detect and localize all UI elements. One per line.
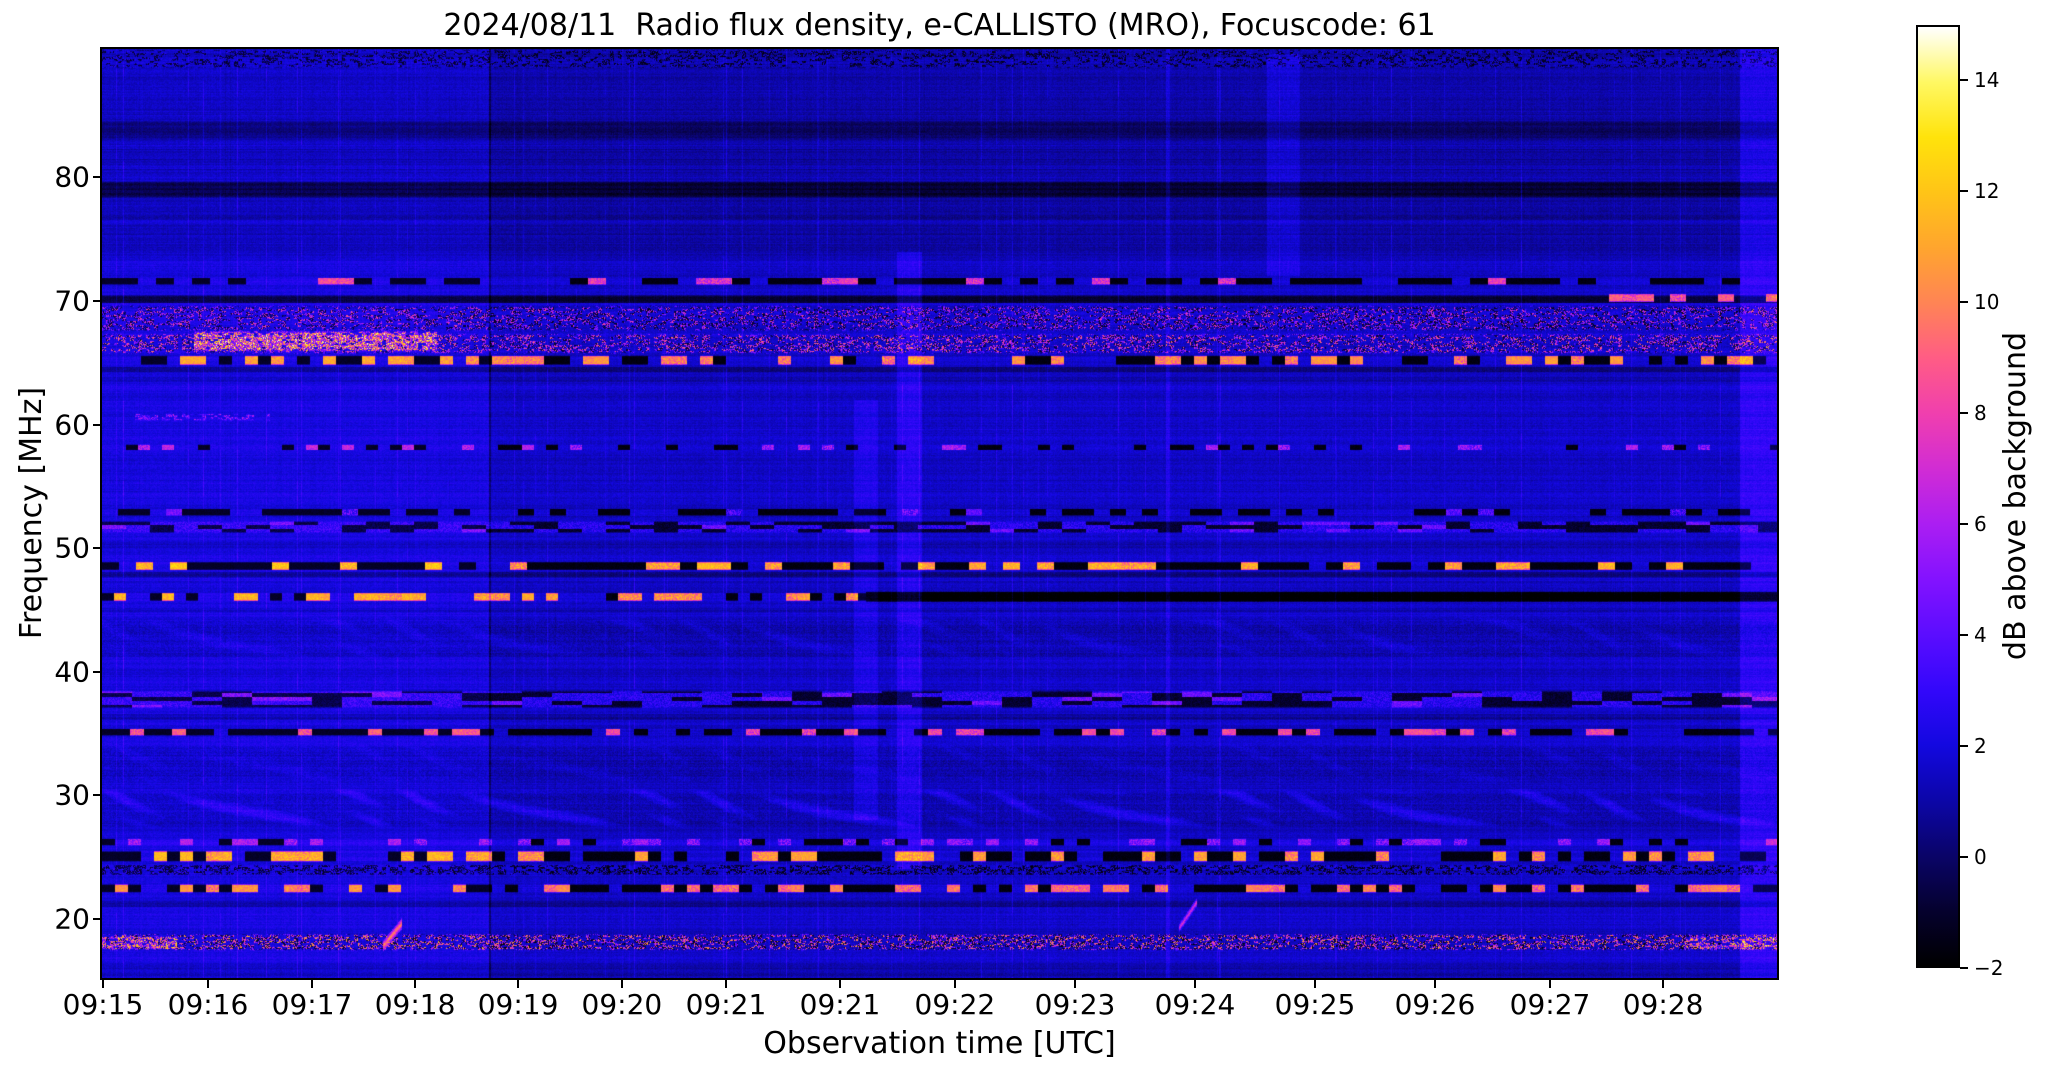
colorbar-tick-label-4: 4 [1974, 623, 1987, 648]
x-tick-mark [102, 979, 104, 988]
y-tick-mark [93, 300, 102, 303]
y-tick-mark [93, 670, 102, 673]
colorbar-tick-mark [1960, 412, 1968, 415]
x-tick-mark [1549, 979, 1552, 988]
x-tick-mark [311, 979, 314, 988]
y-tick-mark [93, 423, 102, 426]
colorbar-tick-label-12: 12 [1974, 179, 2000, 204]
x-tick-label-7: 09:21 [799, 988, 881, 1021]
x-tick-label-10: 09:24 [1154, 988, 1236, 1021]
colorbar-tick-mark [1960, 301, 1968, 304]
x-tick-mark [1193, 979, 1196, 988]
x-tick-mark [414, 979, 417, 988]
x-tick-mark [517, 979, 520, 988]
colorbar-tick-mark [1960, 523, 1968, 526]
colorbar-tick-label-8: 8 [1974, 401, 1987, 426]
y-tick-label-50: 50 [54, 531, 90, 565]
plot-frame [100, 47, 1779, 980]
colorbar-tick-label-6: 6 [1974, 512, 1987, 537]
x-axis-label: Observation time [UTC] [763, 1026, 1116, 1061]
x-tick-label-0: 09:15 [62, 988, 144, 1021]
y-tick-label-30: 30 [54, 778, 90, 812]
x-tick-mark [724, 979, 727, 988]
x-tick-label-8: 09:22 [914, 988, 996, 1021]
y-tick-label-70: 70 [54, 284, 90, 318]
x-tick-label-3: 09:18 [374, 988, 456, 1021]
colorbar-tick-label-10: 10 [1974, 290, 2000, 315]
colorbar-tick-label-14: 14 [1974, 68, 2000, 93]
y-tick-mark [93, 547, 102, 550]
colorbar-label: dB above background [1998, 331, 2033, 661]
y-tick-mark [93, 917, 102, 920]
colorbar-tick-label-−2: −2 [1974, 956, 2004, 980]
y-tick-label-40: 40 [54, 655, 90, 689]
x-tick-label-4: 09:19 [477, 988, 559, 1021]
x-tick-label-6: 09:21 [685, 988, 767, 1021]
x-tick-label-13: 09:27 [1509, 988, 1591, 1021]
y-tick-mark [93, 176, 102, 179]
y-axis-label: Frequency [MHz] [14, 386, 49, 640]
x-tick-label-12: 09:26 [1394, 988, 1476, 1021]
colorbar-tick-label-0: 0 [1974, 845, 1987, 870]
x-tick-mark [1662, 979, 1665, 988]
x-tick-mark [620, 979, 623, 988]
x-tick-label-9: 09:23 [1034, 988, 1116, 1021]
x-tick-mark [1314, 979, 1317, 988]
x-tick-mark [207, 979, 210, 988]
x-tick-label-2: 09:17 [271, 988, 353, 1021]
y-tick-label-60: 60 [54, 408, 90, 442]
colorbar-tick-mark [1960, 634, 1968, 637]
x-tick-label-14: 09:28 [1622, 988, 1704, 1021]
colorbar-tick-mark [1960, 79, 1968, 82]
y-tick-mark [93, 794, 102, 797]
y-tick-label-80: 80 [54, 160, 90, 194]
chart-title: 2024/08/11 Radio flux density, e-CALLIST… [443, 8, 1436, 43]
x-tick-label-1: 09:16 [167, 988, 249, 1021]
y-tick-label-20: 20 [54, 902, 90, 936]
colorbar [1916, 25, 1960, 968]
spectrogram-heatmap [102, 49, 1777, 978]
x-tick-mark [1433, 979, 1436, 988]
colorbar-tick-mark [1960, 856, 1968, 859]
colorbar-tick-mark [1960, 190, 1968, 193]
colorbar-tick-label-2: 2 [1974, 734, 1987, 759]
colorbar-tick-mark [1960, 745, 1968, 748]
x-tick-label-11: 09:25 [1274, 988, 1356, 1021]
x-tick-mark [839, 979, 841, 988]
x-tick-mark [953, 979, 956, 988]
colorbar-tick-mark [1960, 967, 1968, 969]
x-tick-label-5: 09:20 [581, 988, 663, 1021]
x-tick-mark [1074, 979, 1076, 988]
